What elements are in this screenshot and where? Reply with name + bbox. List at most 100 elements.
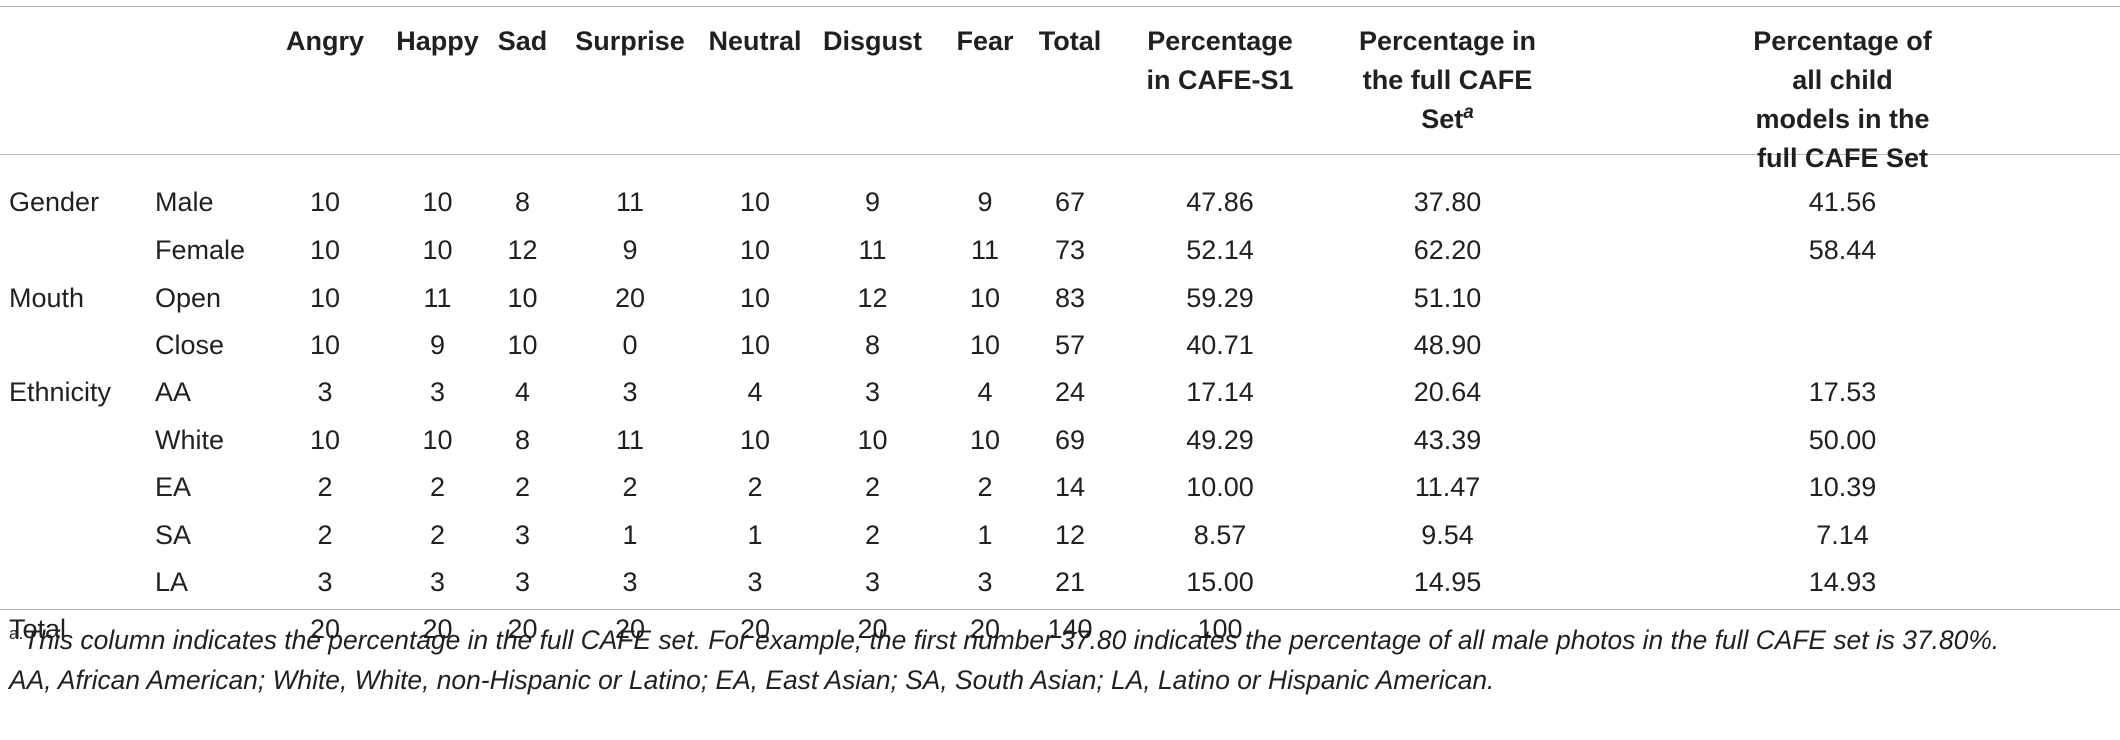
table-row: White 10 10 8 11 10 10 10 69 49.29 43.39 50.00 (0, 417, 2120, 464)
table-row: Total 20 20 20 20 20 20 20 140 100 (0, 606, 2120, 653)
table-cell: 37.80 (1413, 187, 1482, 217)
header-cell: Neutral (708, 26, 802, 56)
table-cell: 20 (614, 282, 646, 313)
table-cell: 14 (1054, 472, 1086, 503)
table-cell: 11 (858, 235, 887, 266)
table-cell: 57 (1054, 329, 1086, 360)
table-cell: 20 (969, 614, 1001, 645)
footnote-a: a.This column indicates the percentage i… (9, 620, 1999, 660)
cafe-s1-distribution-table: Angry Happy Sad Surprise Neutral Disgust… (0, 8, 2120, 654)
table-cell: 10 (309, 187, 341, 217)
table-cell: 52.14 (1186, 235, 1254, 266)
bottom-rule (0, 609, 2120, 610)
table-cell: 2 (317, 519, 333, 550)
header-cell: Happy (396, 26, 479, 56)
table-cell: 10 (969, 282, 1001, 313)
table-cell: 14.95 (1413, 566, 1482, 597)
table-cell: 2 (747, 472, 763, 503)
table-cell: 10 (422, 424, 453, 455)
row-group-label (0, 559, 155, 606)
table-cell: 12 (507, 235, 538, 266)
header-cell: Percentage of all child models in the fu… (1565, 8, 2120, 178)
table-cell: 3 (977, 566, 993, 597)
table-row: Female 10 10 12 9 10 11 11 73 52.14 62.20 58.44 (0, 227, 2120, 274)
table-cell: 4 (747, 377, 763, 408)
row-label: Close (155, 329, 225, 360)
header-cell: Percentage in CAFE-S1 (1110, 8, 1330, 178)
footnote-a-mark: a. (9, 624, 24, 644)
table-cell: 8 (514, 187, 531, 217)
table-cell: 47.86 (1186, 187, 1254, 217)
table-cell: 1 (747, 519, 763, 550)
table-cell: 2 (514, 472, 531, 503)
top-rule (0, 6, 2120, 7)
table-cell: 51.10 (1413, 282, 1482, 313)
row-group-label (0, 227, 155, 274)
table-cell: 140 (1047, 614, 1093, 645)
table-cell (1565, 274, 2120, 321)
table-cell: 11 (615, 424, 645, 455)
table-cell: 24 (1054, 377, 1086, 408)
table-row: Gender Male 10 10 8 11 10 9 9 67 47.86 37.80 41.56 (0, 178, 2120, 227)
table-cell: 9 (622, 235, 638, 266)
table-cell: 12 (857, 282, 888, 313)
row-label: Female (155, 235, 246, 266)
table-cell: 3 (864, 566, 881, 597)
table-cell: 2 (317, 472, 333, 503)
table-cell: 20.64 (1413, 377, 1482, 408)
table-cell: 17.14 (1186, 377, 1254, 408)
row-group-label (0, 417, 155, 464)
row-label: Open (155, 282, 222, 313)
table-cell: 9 (977, 187, 993, 217)
table-cell: 11 (615, 187, 645, 217)
table-cell: 2 (429, 472, 446, 503)
table-cell: 49.29 (1186, 424, 1254, 455)
table-cell: 10 (969, 329, 1001, 360)
table-cell: 9 (864, 187, 881, 217)
abbreviations-note: AA, African American; White, White, non-… (9, 665, 1495, 695)
row-label: LA (155, 566, 189, 597)
row-group-label (0, 464, 155, 511)
table-cell: 73 (1054, 235, 1086, 266)
table-cell: 4 (514, 377, 531, 408)
table-cell: 10 (739, 282, 771, 313)
table-cell: 83 (1054, 282, 1086, 313)
table-cell: 12 (1054, 519, 1086, 550)
table-cell: 7.14 (1816, 519, 1869, 550)
table-cell: 2 (864, 519, 881, 550)
table-cell: 40.71 (1186, 329, 1254, 360)
table-row: Ethnicity AA 3 3 4 3 4 3 4 24 17.14 20.64 17.53 (0, 369, 2120, 416)
table-cell (1565, 322, 2120, 369)
table-cell: 3 (622, 566, 638, 597)
footnote-a-text: This column indicates the percentage in … (23, 625, 2000, 655)
header-text: Percentage of all child models in the fu… (1753, 26, 1932, 173)
row-label: EA (155, 472, 192, 503)
table-cell: 10 (739, 424, 771, 455)
table-cell: 3 (317, 377, 333, 408)
table-cell: 3 (429, 377, 446, 408)
table-cell: 10 (969, 424, 1001, 455)
table-cell: 14.93 (1808, 566, 1877, 597)
table-cell: 11 (423, 282, 452, 313)
table-cell: 69 (1054, 424, 1086, 455)
table-cell: 8.57 (1193, 519, 1247, 550)
table-row: Mouth Open 10 11 10 20 10 12 10 83 59.29 51.10 (0, 274, 2120, 321)
table-cell: 1 (622, 519, 638, 550)
table-cell: 48.90 (1413, 329, 1482, 360)
table-cell: 2 (429, 519, 446, 550)
table-cell: 62.20 (1413, 235, 1482, 266)
row-label: Male (155, 187, 214, 217)
table-cell: 3 (514, 519, 531, 550)
row-group-label: Gender (9, 187, 100, 217)
table-cell: 10 (309, 329, 341, 360)
table-cell: 3 (747, 566, 763, 597)
row-label: AA (155, 377, 192, 408)
footnote-marker: a (1463, 102, 1474, 123)
table-cell: 11.47 (1414, 472, 1481, 503)
table-row: SA 2 2 3 1 1 2 1 12 8.57 9.54 7.14 (0, 511, 2120, 558)
table-cell: 10 (309, 282, 341, 313)
table-cell: 0 (622, 329, 638, 360)
table-cell: 17.53 (1808, 377, 1877, 408)
table-footnotes: a.This column indicates the percentage i… (9, 620, 1999, 700)
header-cell: Surprise (575, 26, 685, 56)
